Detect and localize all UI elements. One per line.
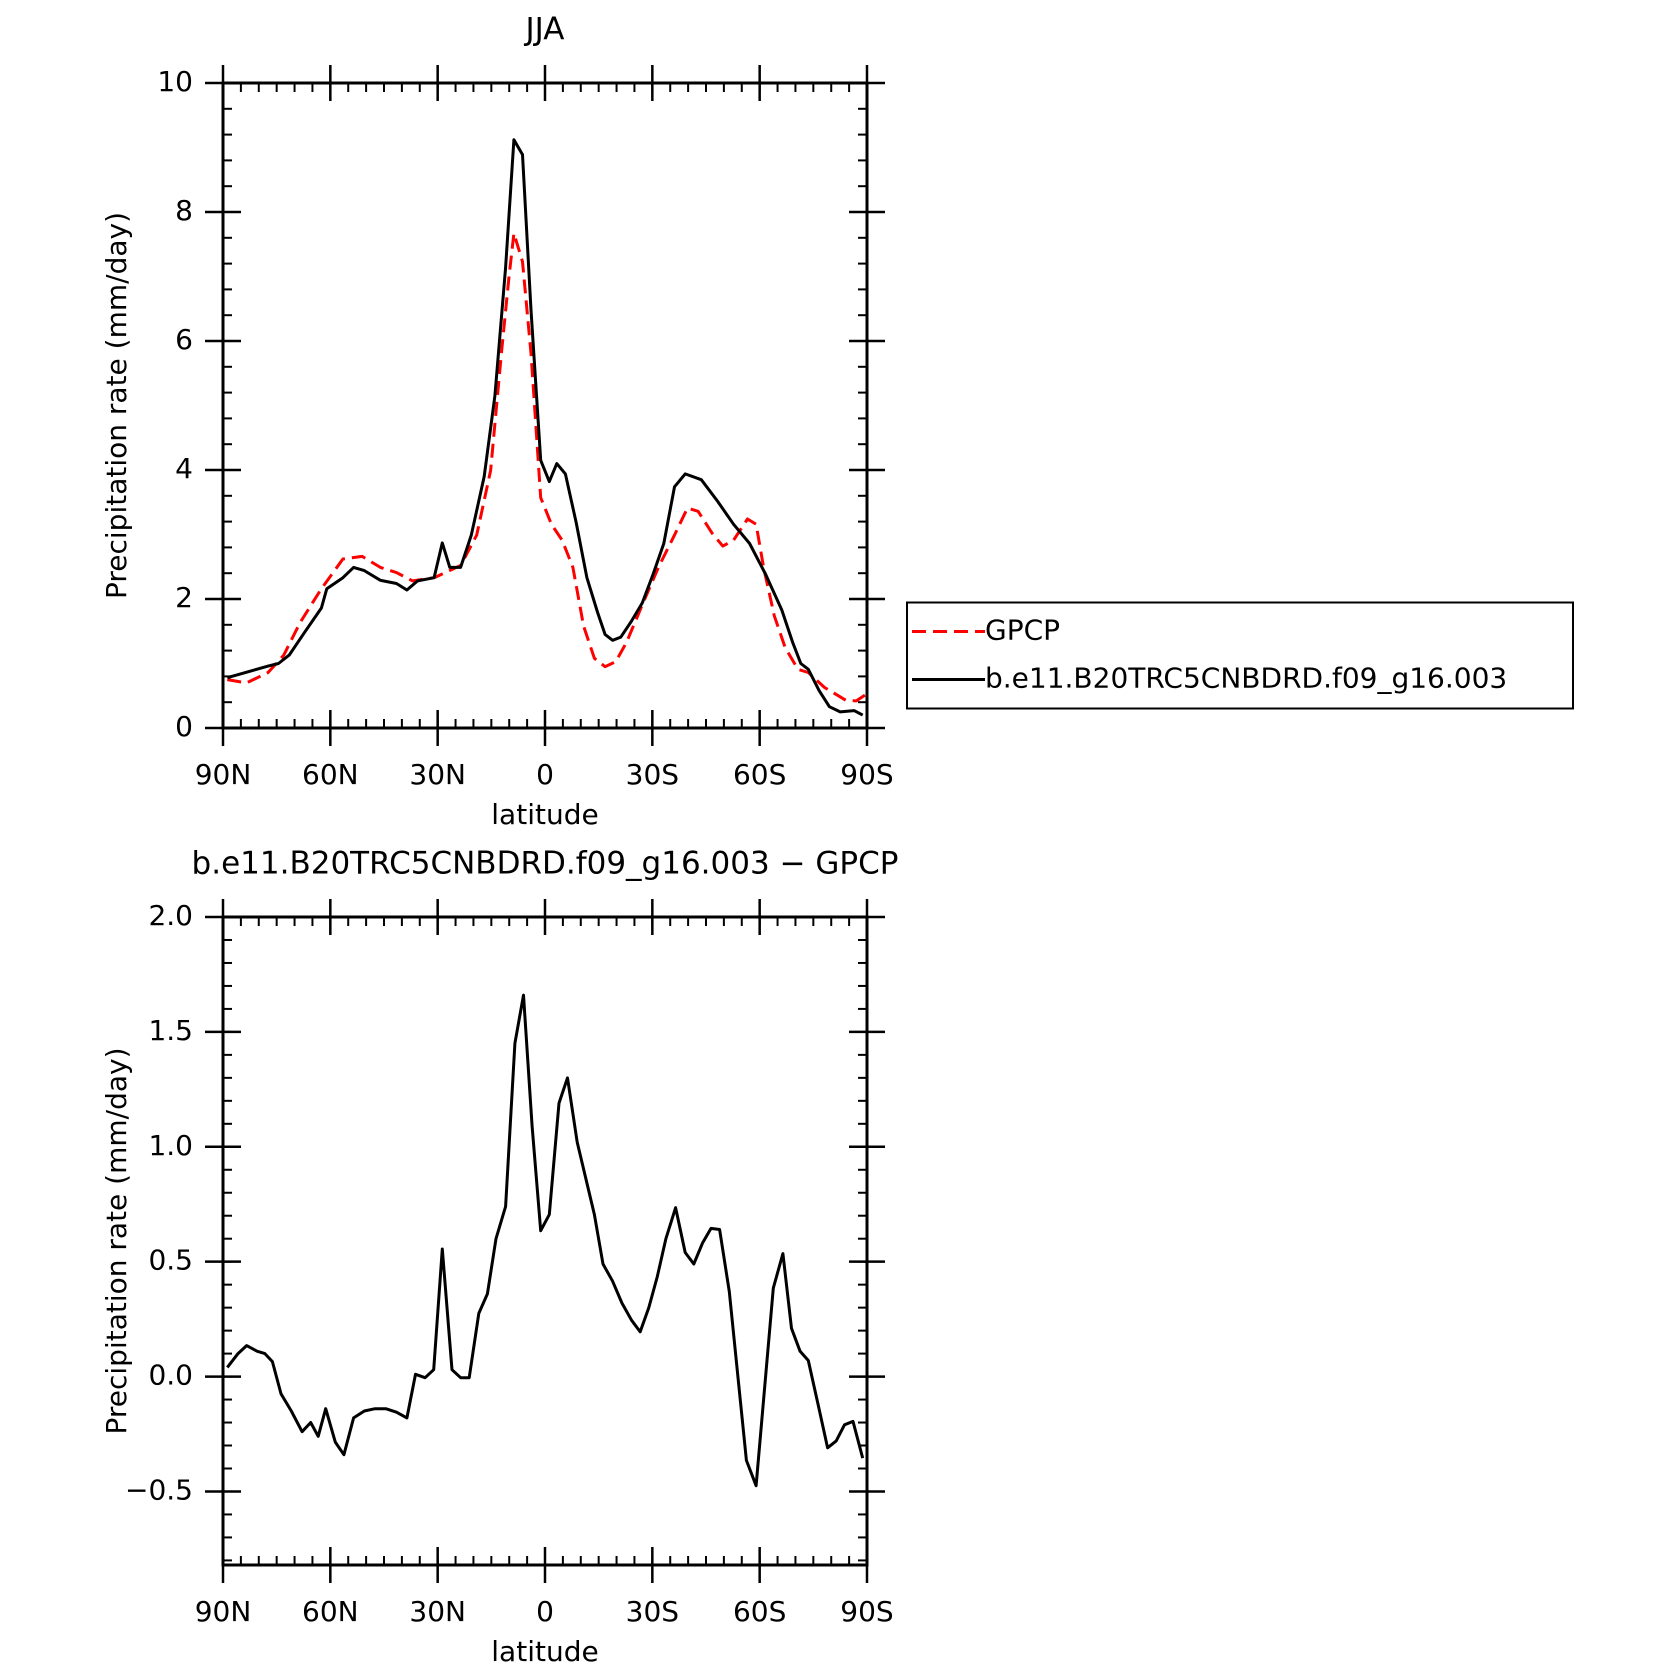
y-tick-label: −0.5 [125,1473,193,1506]
plot-frame [221,81,869,730]
x-tick-label: 0 [536,758,554,791]
y-tick-label: 0 [175,710,193,743]
y-tick-label: 0.0 [148,1359,193,1392]
series-line [227,231,868,703]
legend-label: GPCP [985,614,1060,647]
x-tick-label: 90N [195,1595,252,1628]
x-tick-label: 30N [409,1595,466,1628]
series-line [226,993,865,1488]
x-axis-label: latitude [491,798,598,831]
x-tick-label: 60N [302,758,359,791]
y-tick-label: 6 [175,323,193,356]
y-axis-label: Precipitation rate (mm/day) [100,1047,133,1434]
y-tick-label: 1.5 [148,1014,193,1047]
x-tick-label: 30S [626,758,679,791]
series-line [226,138,864,717]
x-tick-label: 0 [536,1595,554,1628]
x-tick-label: 90S [840,1595,893,1628]
x-tick-label: 90N [195,758,252,791]
y-tick-label: 4 [175,452,193,485]
x-tick-label: 60S [733,758,786,791]
y-tick-label: 0.5 [148,1244,193,1277]
x-tick-label: 60N [302,1595,359,1628]
legend-label: b.e11.B20TRC5CNBDRD.f09_g16.003 [985,662,1507,695]
y-tick-label: 8 [175,194,193,227]
x-tick-label: 30N [409,758,466,791]
legend-box [906,601,1574,710]
x-tick-label: 30S [626,1595,679,1628]
x-axis-label: latitude [491,1635,598,1668]
x-tick-label: 90S [840,758,893,791]
y-tick-label: 2.0 [148,899,193,932]
x-tick-label: 60S [733,1595,786,1628]
plot-frame [221,915,869,1567]
y-axis-label: Precipitation rate (mm/day) [100,212,133,599]
chart-title: JJA [524,12,565,48]
y-tick-label: 1.0 [148,1129,193,1162]
y-tick-label: 10 [157,65,193,98]
chart-title: b.e11.B20TRC5CNBDRD.f09_g16.003 − GPCP [192,846,899,882]
y-tick-label: 2 [175,581,193,614]
